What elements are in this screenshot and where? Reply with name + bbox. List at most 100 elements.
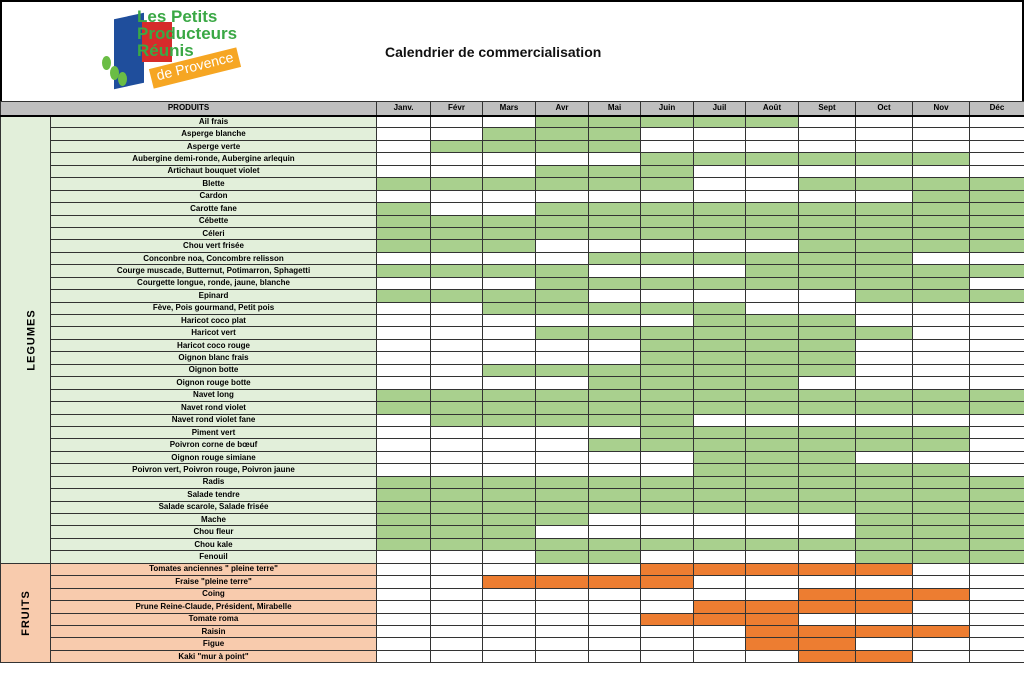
month-cell-available — [798, 326, 856, 340]
month-cell-empty — [588, 525, 641, 539]
product-name: Fenouil — [50, 550, 377, 564]
month-header: Oct — [855, 101, 913, 117]
product-name: Blette — [50, 177, 377, 191]
month-cell-available — [798, 351, 856, 365]
month-cell-empty — [376, 376, 431, 390]
month-cell-empty — [855, 114, 913, 129]
month-cell-empty — [693, 264, 746, 278]
month-cell-empty — [376, 624, 431, 639]
product-name: Aubergine demi-ronde, Aubergine arlequin — [50, 152, 377, 166]
month-cell-available — [482, 214, 536, 228]
month-cell-empty — [693, 649, 746, 664]
month-cell-available — [430, 401, 483, 415]
month-cell-available — [855, 587, 913, 602]
month-cell-empty — [693, 550, 746, 564]
month-cell-empty — [376, 127, 431, 141]
month-cell-available — [535, 401, 589, 415]
month-cell-available — [969, 226, 1024, 241]
month-cell-available — [969, 239, 1024, 253]
month-cell-available — [855, 276, 913, 291]
month-cell-available — [588, 177, 641, 191]
month-cell-empty — [693, 239, 746, 253]
product-row: Salade scarole, Salade frisée — [1, 500, 1024, 515]
month-cell-empty — [535, 189, 589, 204]
product-row: Oignon rouge botte — [1, 376, 1024, 390]
product-name: Navet rond violet fane — [50, 413, 377, 427]
product-row: Piment vert — [1, 425, 1024, 440]
month-cell-available — [798, 251, 856, 266]
month-cell-available — [482, 525, 536, 539]
month-cell-empty — [535, 338, 589, 353]
month-cell-available — [482, 488, 536, 502]
month-cell-available — [640, 177, 694, 191]
month-cell-available — [912, 512, 970, 527]
month-cell-empty — [855, 164, 913, 179]
month-cell-available — [855, 512, 913, 527]
month-cell-empty — [798, 114, 856, 129]
month-cell-empty — [376, 637, 431, 651]
month-cell-available — [969, 202, 1024, 216]
month-cell-available — [855, 251, 913, 266]
month-cell-available — [969, 488, 1024, 502]
month-cell-empty — [376, 562, 431, 577]
month-cell-empty — [535, 624, 589, 639]
month-cell-available — [482, 388, 536, 403]
month-cell-available — [745, 425, 799, 440]
month-cell-available — [640, 612, 694, 626]
month-cell-available — [376, 401, 431, 415]
month-cell-available — [376, 214, 431, 228]
month-cell-available — [969, 401, 1024, 415]
month-cell-available — [798, 214, 856, 228]
month-cell-empty — [430, 351, 483, 365]
month-cell-available — [969, 525, 1024, 539]
month-cell-empty — [969, 624, 1024, 639]
product-row: Navet long — [1, 388, 1024, 403]
month-cell-empty — [535, 438, 589, 452]
month-cell-available — [693, 114, 746, 129]
month-cell-empty — [588, 289, 641, 303]
product-name: Salade tendre — [50, 488, 377, 502]
month-cell-empty — [745, 239, 799, 253]
month-cell-empty — [798, 413, 856, 427]
month-cell-empty — [376, 338, 431, 353]
month-cell-empty — [535, 562, 589, 577]
month-cell-empty — [912, 313, 970, 328]
month-cell-available — [640, 226, 694, 241]
month-cell-empty — [855, 575, 913, 589]
month-cell-available — [855, 326, 913, 340]
product-row: Poivron corne de bœuf — [1, 438, 1024, 452]
month-cell-empty — [430, 301, 483, 316]
month-cell-available — [588, 276, 641, 291]
month-cell-available — [693, 612, 746, 626]
month-cell-empty — [693, 164, 746, 179]
month-cell-empty — [640, 600, 694, 614]
product-row: Carotte fane — [1, 202, 1024, 216]
product-row: Cardon — [1, 189, 1024, 204]
month-cell-empty — [912, 326, 970, 340]
product-row: Blette — [1, 177, 1024, 191]
product-row: Fenouil — [1, 550, 1024, 564]
month-cell-available — [430, 388, 483, 403]
product-name: Mache — [50, 512, 377, 527]
month-cell-available — [798, 338, 856, 353]
month-cell-empty — [693, 525, 746, 539]
product-row: Figue — [1, 637, 1024, 651]
month-cell-empty — [969, 413, 1024, 427]
month-cell-empty — [912, 575, 970, 589]
month-cell-empty — [482, 624, 536, 639]
month-cell-available — [798, 152, 856, 166]
month-cell-available — [693, 251, 746, 266]
month-cell-available — [745, 152, 799, 166]
month-cell-available — [640, 164, 694, 179]
month-cell-empty — [376, 326, 431, 340]
month-cell-empty — [969, 575, 1024, 589]
product-name: Oignon rouge simiane — [50, 450, 377, 465]
month-cell-empty — [588, 600, 641, 614]
month-cell-available — [482, 512, 536, 527]
product-name: Céleri — [50, 226, 377, 241]
month-cell-empty — [798, 512, 856, 527]
month-cell-available — [376, 202, 431, 216]
month-cell-available — [798, 401, 856, 415]
month-cell-available — [588, 575, 641, 589]
month-cell-empty — [969, 276, 1024, 291]
